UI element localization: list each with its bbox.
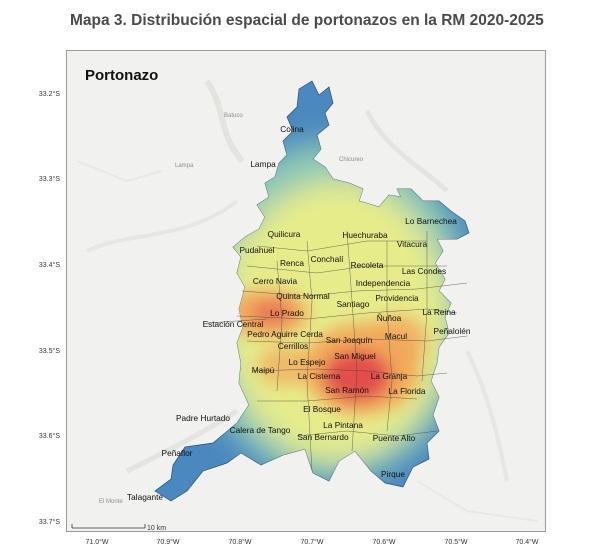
- map-panel[interactable]: Portonazo Batuco Lampa Chicureo El Monte…: [66, 50, 546, 532]
- commune-maipu[interactable]: Maipú: [251, 365, 275, 375]
- commune-penalolen[interactable]: Peñalolén: [433, 326, 471, 336]
- commune-quinta-normal[interactable]: Quinta Normal: [276, 291, 330, 301]
- commune-cerro-navia[interactable]: Cerro Navia: [252, 276, 298, 286]
- heat-peak: [323, 350, 391, 402]
- place-label-lampa: Lampa: [175, 163, 194, 169]
- commune-nunoa[interactable]: Ñuñoa: [376, 313, 402, 323]
- lon-label: 70.7°W: [300, 539, 324, 546]
- commune-cerrillos[interactable]: Cerrillos: [277, 341, 309, 351]
- commune-independencia[interactable]: Independencia: [355, 278, 411, 288]
- lat-label: 33.5°S: [38, 348, 60, 355]
- commune-quilicura[interactable]: Quilicura: [267, 229, 301, 239]
- commune-pudahuel[interactable]: Pudahuel: [239, 245, 275, 255]
- commune-la-reina[interactable]: La Reina: [422, 307, 456, 317]
- commune-pirque[interactable]: Pirque: [381, 469, 405, 479]
- commune-macul[interactable]: Macul: [384, 331, 408, 341]
- commune-lo-espejo[interactable]: Lo Espejo: [288, 357, 326, 367]
- heatmap-canvas[interactable]: [67, 51, 546, 532]
- commune-penaflor[interactable]: Peñaflor: [161, 448, 193, 458]
- commune-san-joaquin[interactable]: San Joaquín: [325, 335, 373, 345]
- commune-huechuraba[interactable]: Huechuraba: [342, 230, 388, 240]
- commune-la-granja[interactable]: La Granja: [370, 371, 408, 381]
- lat-label: 33.7°S: [38, 519, 60, 526]
- scale-label: 10 km: [147, 525, 167, 532]
- lon-label: 70.4°W: [515, 539, 539, 546]
- place-label-el-monte: El Monte: [99, 499, 123, 505]
- layer-label: Portonazo: [85, 67, 159, 84]
- commune-talagante[interactable]: Talagante: [127, 492, 163, 502]
- commune-san-ramon[interactable]: San Ramón: [325, 385, 369, 395]
- lat-label: 33.6°S: [38, 433, 60, 440]
- lon-label: 71.0°W: [85, 539, 109, 546]
- commune-calera-de-tango[interactable]: Calera de Tango: [229, 425, 291, 435]
- lat-label: 33.2°S: [38, 91, 60, 98]
- lon-label: 70.9°W: [156, 539, 180, 546]
- commune-las-condes[interactable]: Las Condes: [401, 266, 447, 276]
- commune-puente-alto[interactable]: Puente Alto: [372, 433, 416, 443]
- commune-vitacura[interactable]: Vitacura: [396, 239, 428, 249]
- commune-lo-barnechea[interactable]: Lo Barnechea: [405, 216, 457, 226]
- lat-label: 33.3°S: [38, 176, 60, 183]
- commune-santiago[interactable]: Santiago: [336, 299, 370, 309]
- commune-san-bernardo[interactable]: San Bernardo: [297, 432, 349, 442]
- scale-bar: [71, 524, 146, 529]
- commune-san-miguel[interactable]: San Miguel: [334, 351, 376, 361]
- commune-padre-hurtado[interactable]: Padre Hurtado: [176, 413, 230, 423]
- commune-estacion-central[interactable]: Estación Central: [202, 319, 264, 329]
- commune-el-bosque[interactable]: El Bosque: [303, 404, 341, 414]
- lon-label: 70.8°W: [228, 539, 252, 546]
- commune-la-florida[interactable]: La Florida: [388, 386, 426, 396]
- commune-providencia[interactable]: Providencia: [375, 293, 419, 303]
- commune-recoleta[interactable]: Recoleta: [350, 260, 384, 270]
- commune-colina[interactable]: Colina: [280, 124, 304, 134]
- commune-renca[interactable]: Renca: [280, 258, 304, 268]
- lat-label: 33.4°S: [38, 262, 60, 269]
- lon-label: 70.6°W: [372, 539, 396, 546]
- commune-lo-prado[interactable]: Lo Prado: [270, 308, 304, 318]
- density-heat-layer: [192, 141, 469, 481]
- figure-title: Mapa 3. Distribución espacial de portona…: [70, 12, 544, 29]
- commune-la-pintana[interactable]: La Pintana: [323, 420, 363, 430]
- commune-conchali[interactable]: Conchalí: [310, 254, 344, 264]
- commune-la-cisterna[interactable]: La Cisterna: [297, 371, 341, 381]
- lon-label: 70.5°W: [444, 539, 468, 546]
- commune-lampa[interactable]: Lampa: [250, 159, 276, 169]
- place-label-batuco: Batuco: [224, 113, 243, 119]
- commune-boundaries: [206, 230, 468, 472]
- commune-pedro-aguirre-cerda[interactable]: Pedro Aguirre Cerda: [247, 329, 323, 339]
- place-label-chicureo: Chicureo: [339, 157, 364, 163]
